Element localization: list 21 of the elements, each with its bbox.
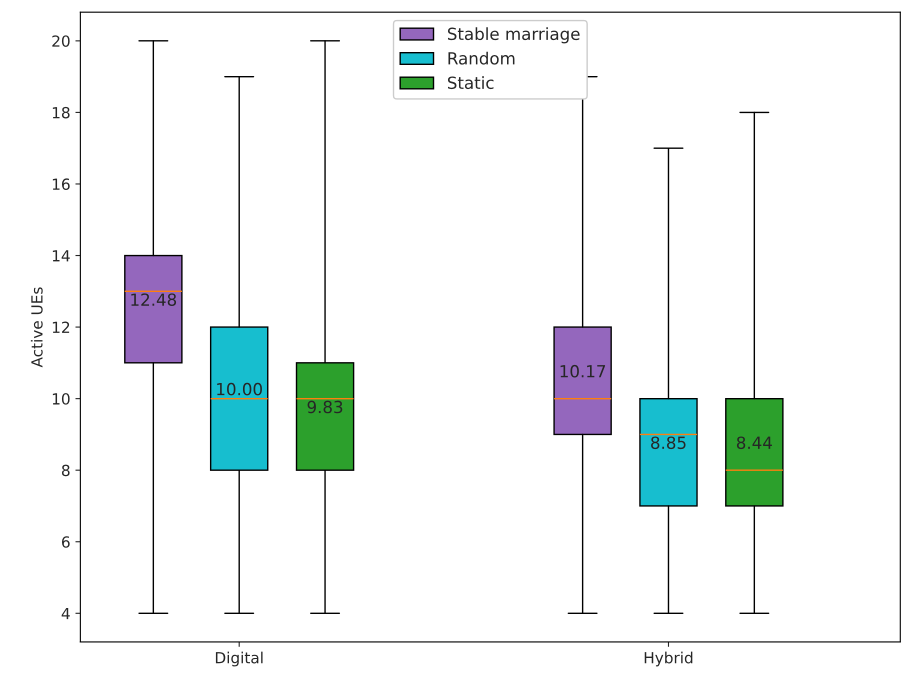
annotation: 9.83 [308, 400, 342, 414]
annotation: 12.48 [131, 293, 176, 306]
annotation: 8.44 [736, 436, 772, 450]
y-tick-label: 20 [52, 35, 70, 47]
legend-label: Random [448, 52, 514, 65]
annotation: 10.17 [560, 364, 606, 378]
y-tick-label: 16 [52, 178, 70, 190]
y-tick-label: 8 [62, 464, 70, 476]
y-tick-label: 6 [62, 536, 70, 548]
y-tick-label: 10 [52, 393, 70, 405]
annotation: 10.00 [217, 382, 262, 396]
y-tick-label: 14 [52, 250, 70, 262]
x-tick-label: Digital [216, 652, 263, 666]
y-tick-label: 12 [52, 322, 70, 333]
annotation: 8.85 [651, 436, 686, 450]
y-tick-label: 18 [52, 106, 70, 118]
x-tick-label: Hybrid [644, 652, 692, 666]
legend-label: Stable marriage [448, 27, 580, 44]
legend-label: Static [448, 76, 494, 90]
y-tick-label: 4 [62, 608, 70, 620]
y-axis-title: Active UEs [30, 287, 43, 368]
